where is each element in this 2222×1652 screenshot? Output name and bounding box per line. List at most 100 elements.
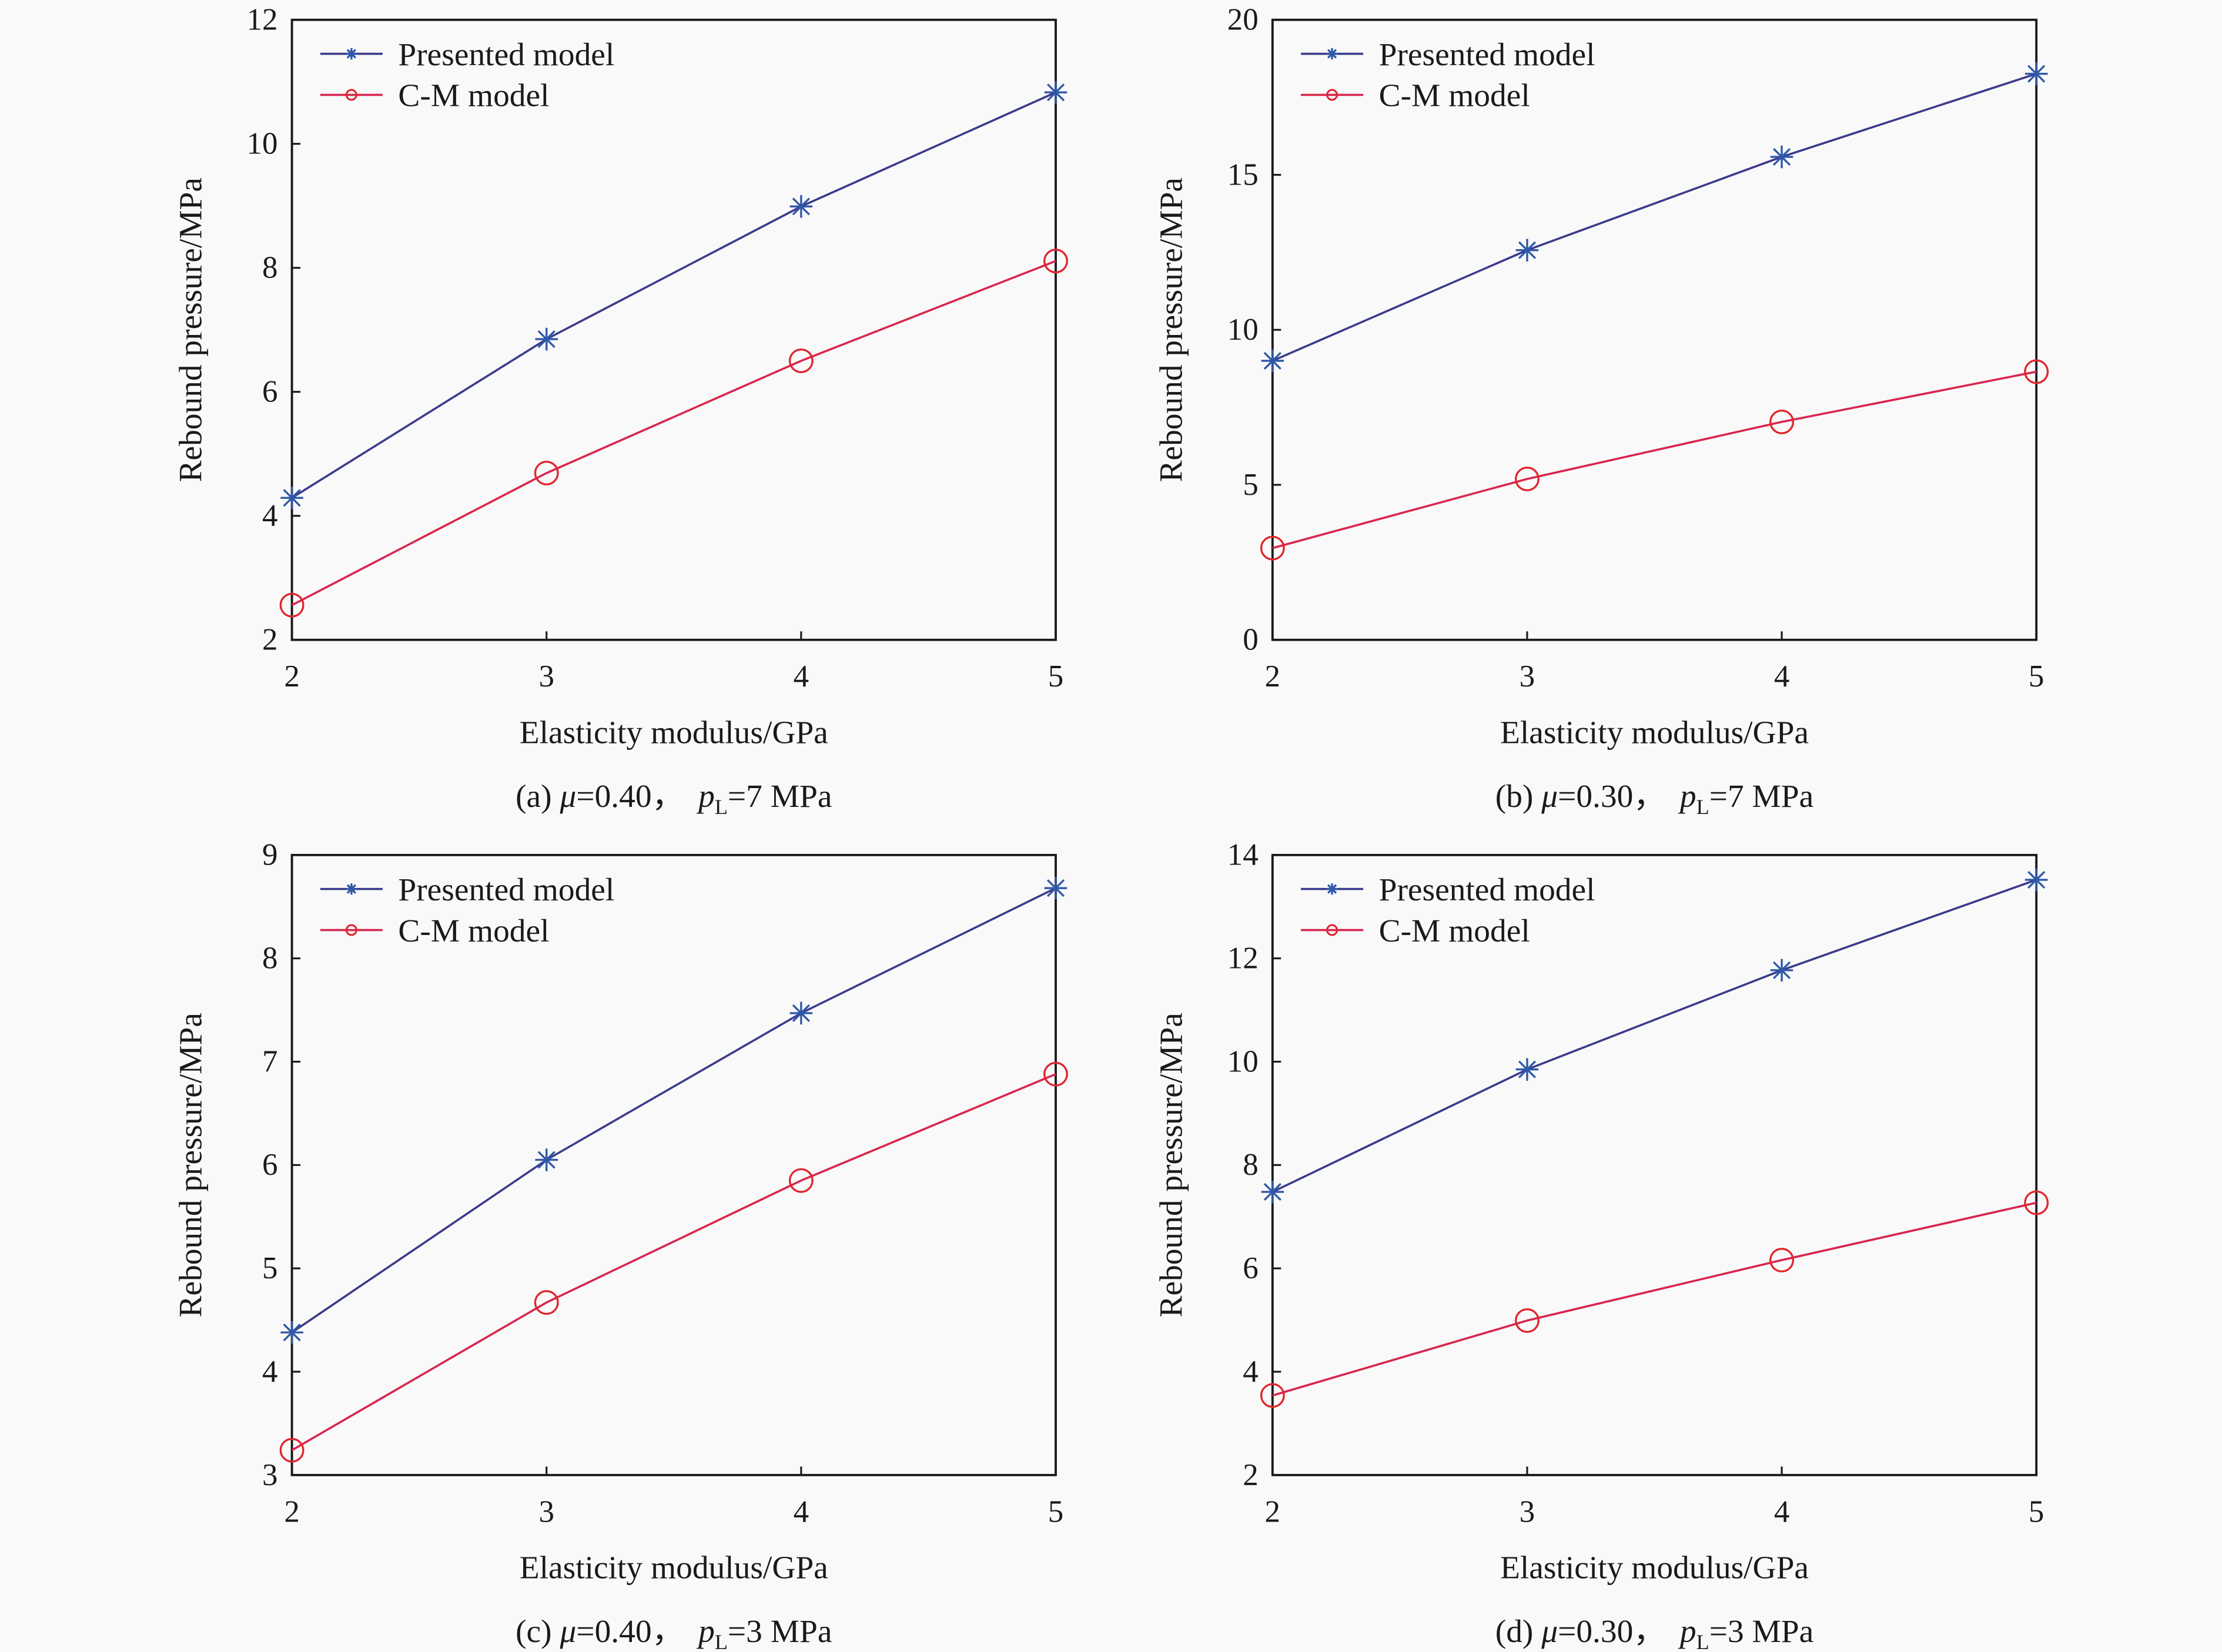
series-presented-model [1261, 868, 2048, 1204]
data-point-asterisk [2024, 62, 2048, 85]
legend: Presented model C-M model [320, 36, 614, 113]
legend-marker-asterisk-icon [1326, 48, 1338, 60]
legend-item-cm-model: C-M model [1301, 78, 1530, 113]
x-tick-label: 2 [1265, 659, 1281, 693]
chart-panel-a: 2 4 6 8 10 12 2 3 4 5 Elasticity modulus/GPa Reboun… [172, 3, 1068, 819]
y-tick-label: 9 [262, 838, 278, 872]
marker-stroke [1518, 241, 1537, 259]
legend-label: Presented model [1379, 872, 1595, 907]
marker-stroke [1518, 1060, 1537, 1078]
series-line [1272, 370, 2037, 549]
plot-area [1271, 18, 2038, 641]
data-point-asterisk [1044, 876, 1068, 900]
series-line [291, 887, 1056, 1333]
data-point-circle [788, 349, 814, 373]
data-point-circle [1260, 1383, 1285, 1408]
marker-stroke [537, 330, 556, 349]
data-point-asterisk [789, 195, 813, 218]
data-point-asterisk [1261, 349, 1284, 373]
legend-item-cm-model: C-M model [1301, 913, 1530, 949]
x-tick-label: 5 [1048, 1494, 1064, 1529]
x-tick-label: 2 [284, 1494, 300, 1529]
data-point-asterisk [535, 1148, 558, 1171]
data-point-asterisk [1261, 1180, 1284, 1204]
legend-label: Presented model [398, 36, 614, 72]
legend-marker-circle-icon [1326, 89, 1338, 101]
series-presented-model [1261, 62, 2048, 373]
x-tick-label: 2 [1265, 1494, 1281, 1529]
legend-label: Presented model [1379, 36, 1595, 72]
y-tick-label: 6 [262, 375, 278, 409]
marker-stroke [1327, 884, 1337, 894]
caption-mu-symbol: μ [559, 778, 576, 814]
marker-stroke [346, 49, 356, 59]
series-cm-model [279, 1061, 1068, 1463]
y-tick-label: 20 [1227, 3, 1259, 37]
y-tick-label: 10 [1227, 313, 1259, 347]
x-tick-label: 4 [1774, 659, 1790, 693]
data-point-asterisk [1515, 239, 1539, 262]
data-point-asterisk [2024, 868, 2048, 892]
series-cm-model [279, 249, 1068, 618]
caption-prefix: (c) [516, 1613, 560, 1649]
data-point-circle [2024, 359, 2049, 384]
y-tick-label: 8 [1243, 1148, 1259, 1182]
legend-label: C-M model [398, 913, 549, 949]
caption-p-sub: L [1696, 1630, 1709, 1652]
panel-caption: (d) μ=0.30， pL=3 MPa [1495, 1613, 1813, 1652]
data-point-circle [279, 1437, 304, 1463]
legend-item-cm-model: C-M model [320, 78, 550, 113]
y-tick-label: 7 [262, 1044, 278, 1078]
y-tick-label: 6 [1243, 1251, 1259, 1285]
legend-item-presented-model: Presented model [1301, 872, 1595, 907]
legend-marker-asterisk-icon [346, 48, 357, 60]
y-axis-title: Rebound pressure/MPa [172, 177, 208, 482]
data-point-asterisk [1515, 1058, 1539, 1081]
caption-mu-symbol: μ [1541, 1613, 1558, 1649]
y-tick-label: 0 [1243, 623, 1259, 657]
legend-marker-circle-icon [345, 924, 357, 936]
caption-p-symbol: p [696, 778, 715, 814]
caption-mu-value: =0.30， [1558, 778, 1666, 814]
marker-stroke [537, 1151, 556, 1169]
data-point-circle [788, 1168, 814, 1193]
x-tick-label: 5 [2029, 1494, 2044, 1529]
legend-label: C-M model [1379, 78, 1530, 113]
caption-p-value: =3 MPa [1709, 1613, 1814, 1649]
series-cm-model [1260, 359, 2049, 561]
legend: Presented model C-M model [320, 872, 614, 949]
data-point-circle [1043, 249, 1068, 274]
series-presented-model [280, 876, 1068, 1344]
plot-area [1271, 853, 2038, 1476]
caption-p-symbol: p [1678, 778, 1696, 814]
legend-marker-asterisk-icon [346, 883, 357, 895]
caption-prefix: (a) [516, 778, 560, 814]
y-tick-label: 4 [262, 499, 278, 533]
panel-caption: (b) μ=0.30， pL=7 MPa [1495, 778, 1813, 819]
legend-marker-circle-icon [1326, 924, 1338, 936]
y-tick-label: 10 [1227, 1044, 1259, 1078]
caption-p-value: =7 MPa [1709, 778, 1814, 814]
data-point-circle [1769, 1248, 1795, 1273]
legend-label: C-M model [398, 78, 549, 113]
legend-label: Presented model [398, 872, 614, 907]
y-tick-label: 12 [1227, 941, 1259, 976]
data-point-asterisk [535, 327, 558, 351]
series-line [1272, 1201, 2037, 1397]
caption-p-symbol: p [1678, 1613, 1696, 1649]
series-line [291, 91, 1056, 499]
x-axis-title: Elasticity modulus/GPa [520, 715, 828, 750]
data-point-asterisk [789, 1001, 813, 1025]
caption-prefix: (d) [1495, 1613, 1542, 1649]
y-tick-label: 2 [1243, 1458, 1259, 1492]
data-point-asterisk [1770, 145, 1793, 169]
data-point-asterisk [1044, 81, 1068, 104]
x-tick-label: 3 [1520, 659, 1535, 693]
x-tick-label: 3 [538, 1494, 554, 1529]
caption-mu-value: =0.30， [1558, 1613, 1666, 1649]
panels: 2 4 6 8 10 12 2 3 4 5 Elasticity modulus/GPa Reboun… [172, 3, 2049, 1652]
marker-stroke [283, 489, 301, 507]
caption-p-value: =7 MPa [728, 778, 832, 814]
data-point-circle [1514, 1308, 1540, 1333]
y-tick-label: 5 [262, 1251, 278, 1285]
